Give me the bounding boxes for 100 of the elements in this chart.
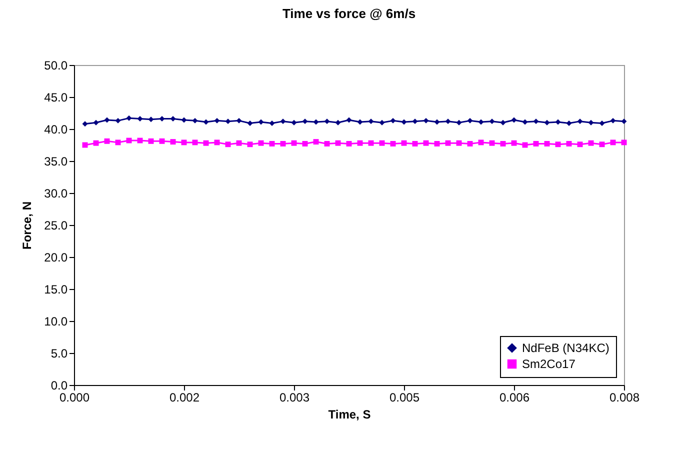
point — [236, 140, 242, 146]
point — [533, 140, 539, 146]
point — [258, 140, 264, 146]
point — [368, 140, 374, 146]
point — [379, 120, 385, 126]
point — [137, 138, 143, 144]
point — [423, 118, 429, 124]
point — [247, 120, 253, 126]
point — [401, 119, 407, 125]
point — [412, 118, 418, 124]
point — [588, 140, 594, 146]
y-tick-label: 5.0 — [50, 346, 68, 360]
point — [610, 140, 616, 146]
point — [104, 117, 110, 123]
point — [555, 142, 561, 148]
point — [379, 140, 385, 146]
legend-label: Sm2Co17 — [522, 357, 576, 371]
y-tick-label: 25.0 — [44, 218, 68, 232]
point — [511, 117, 517, 123]
point — [192, 118, 198, 124]
point — [445, 118, 451, 124]
point — [214, 140, 220, 146]
point — [324, 140, 330, 146]
point — [500, 140, 506, 146]
point — [192, 140, 198, 146]
y-tick-label: 15.0 — [44, 282, 68, 296]
point — [148, 116, 154, 122]
point — [280, 118, 286, 124]
point — [544, 120, 550, 126]
point — [390, 140, 396, 146]
point — [445, 140, 451, 146]
point — [368, 118, 374, 124]
x-tick-label: 0.008 — [609, 390, 640, 404]
point — [346, 117, 352, 123]
point — [434, 140, 440, 146]
point — [588, 120, 594, 126]
point — [181, 117, 187, 123]
point — [181, 140, 187, 146]
y-tick-label: 50.0 — [44, 58, 68, 72]
point — [511, 140, 517, 146]
point — [258, 119, 264, 125]
point — [489, 140, 495, 146]
point — [522, 119, 528, 125]
point — [104, 138, 110, 144]
point — [247, 142, 253, 148]
point — [225, 118, 231, 124]
y-axis-title: Force, N — [20, 201, 34, 250]
point — [115, 140, 121, 146]
x-tick-label: 0.003 — [279, 390, 310, 404]
point — [401, 140, 407, 146]
point — [159, 138, 165, 144]
point — [467, 140, 473, 146]
point — [148, 138, 154, 144]
point — [170, 139, 176, 145]
point — [280, 140, 286, 146]
point — [566, 120, 572, 126]
point — [313, 139, 319, 145]
x-axis-title: Time, S — [328, 408, 371, 422]
legend-label: NdFeB (N34KC) — [522, 341, 610, 355]
point — [533, 118, 539, 124]
x-tick-label: 0.005 — [389, 390, 420, 404]
point — [269, 120, 275, 126]
point — [82, 121, 88, 127]
point — [577, 142, 583, 148]
point — [214, 118, 220, 124]
point — [357, 140, 363, 146]
y-tick-label: 10.0 — [44, 314, 68, 328]
point — [500, 120, 506, 126]
point — [610, 118, 616, 124]
point — [357, 119, 363, 125]
point — [478, 119, 484, 125]
point — [599, 120, 605, 126]
point — [291, 140, 297, 146]
point — [269, 140, 275, 146]
point — [225, 142, 231, 148]
point — [544, 140, 550, 146]
point — [456, 120, 462, 126]
point — [335, 140, 341, 146]
point — [324, 118, 330, 124]
point — [434, 119, 440, 125]
point — [621, 118, 627, 124]
point — [203, 140, 209, 146]
y-tick-label: 40.0 — [44, 122, 68, 136]
point — [115, 118, 121, 124]
point — [423, 140, 429, 146]
y-tick-label: 0.0 — [50, 378, 68, 392]
point — [93, 140, 99, 146]
point — [577, 118, 583, 124]
point — [478, 140, 484, 146]
point — [566, 140, 572, 146]
chart-title: Time vs force @ 6m/s — [282, 6, 416, 21]
x-tick-label: 0.000 — [59, 390, 90, 404]
point — [555, 119, 561, 125]
point — [93, 120, 99, 126]
point — [599, 142, 605, 148]
y-tick-label: 20.0 — [44, 250, 68, 264]
point — [456, 140, 462, 146]
point — [126, 115, 132, 121]
point — [126, 138, 132, 144]
point — [203, 119, 209, 125]
